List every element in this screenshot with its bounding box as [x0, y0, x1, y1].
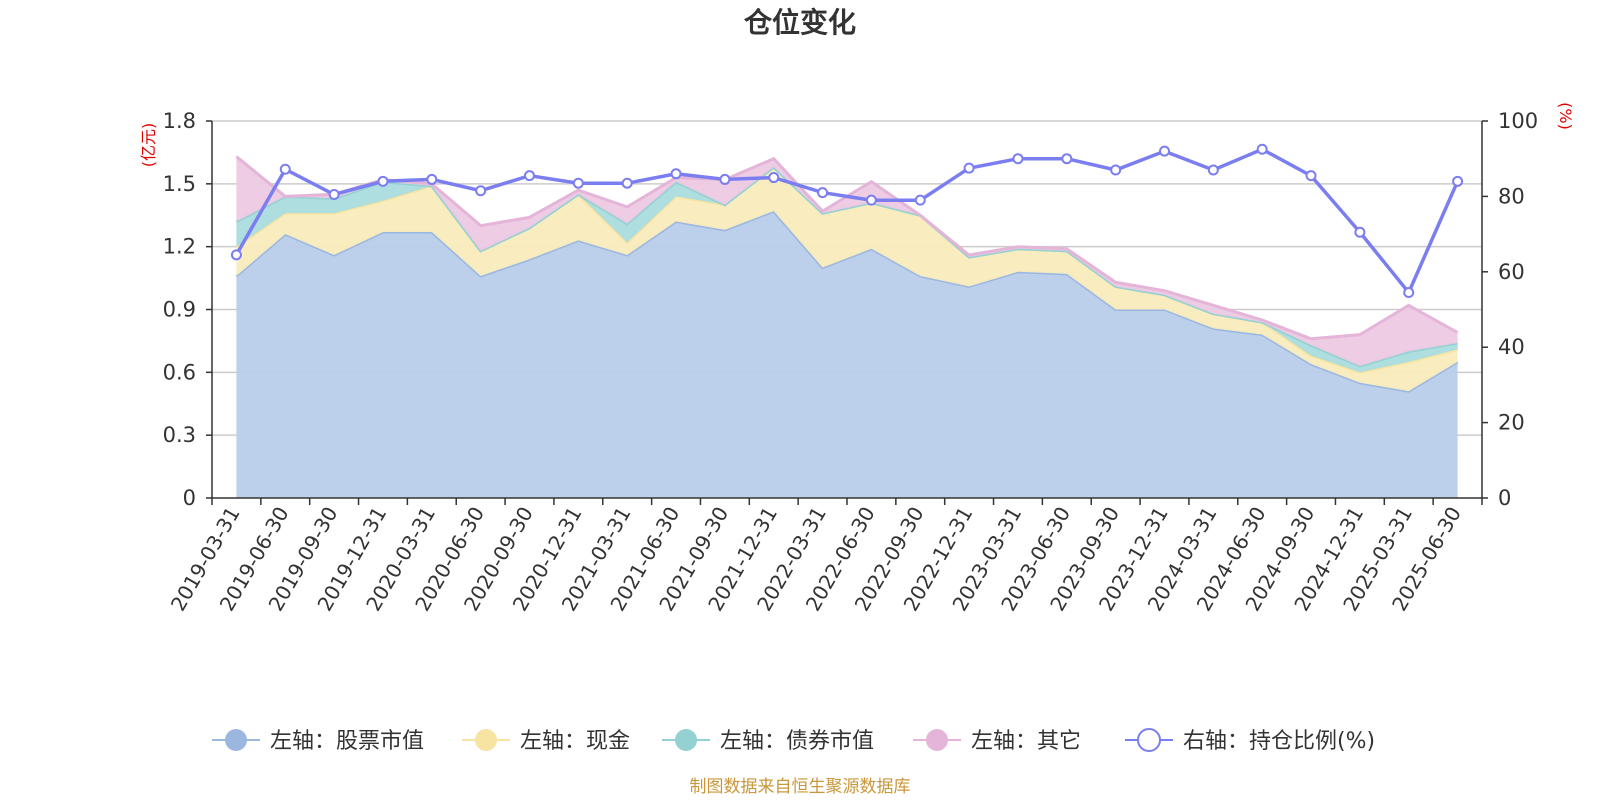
ratio-point — [1256, 143, 1268, 155]
ratio-point — [768, 172, 780, 184]
legend-marker-circle — [675, 729, 697, 751]
ratio-point — [1354, 226, 1366, 238]
ratio-point — [279, 163, 291, 175]
ratio-point — [865, 194, 877, 206]
left-axis-tick-label: 1.8 — [163, 109, 196, 133]
ratio-point — [621, 177, 633, 189]
legend-marker-circle — [926, 729, 948, 751]
ratio-point — [524, 170, 535, 182]
left-axis-tick-label: 0.3 — [163, 423, 196, 447]
ratio-point — [1305, 170, 1317, 182]
left-axis-unit: (亿元) — [139, 123, 158, 168]
ratio-point — [572, 177, 584, 189]
ratio-point — [1012, 153, 1024, 165]
right-axis-tick-label: 40 — [1498, 335, 1525, 359]
ratio-point — [914, 194, 926, 206]
left-axis-tick-label: 0 — [183, 486, 196, 510]
legend-label: 左轴：股票市值 — [270, 729, 424, 754]
legend-label: 右轴：持仓比例(%) — [1183, 729, 1375, 754]
legend-label: 左轴：现金 — [520, 729, 630, 754]
left-axis-tick-label: 1.5 — [163, 172, 196, 196]
area-series-0 — [236, 211, 1458, 498]
left-axis-tick-label: 1.2 — [163, 235, 196, 259]
area-series-1 — [236, 167, 1458, 392]
ratio-point — [817, 187, 829, 199]
legend-label: 左轴：其它 — [971, 729, 1081, 754]
legend-item[interactable]: 左轴：债券市值 — [662, 729, 874, 754]
legend-marker-circle — [1137, 728, 1161, 752]
legend-marker-circle — [225, 729, 247, 751]
right-axis-tick-label: 0 — [1498, 486, 1511, 510]
right-axis-unit: (%) — [1556, 102, 1575, 130]
ratio-point — [328, 189, 340, 201]
right-axis-tick-label: 80 — [1498, 184, 1525, 208]
stacked-areas — [235, 155, 1459, 498]
ratio-line-layer — [230, 143, 1464, 299]
ratio-point — [1403, 287, 1415, 299]
left-axis-tick-label: 0.6 — [163, 360, 196, 384]
ratio-point — [963, 162, 975, 174]
ratio-point — [1452, 175, 1464, 187]
ratio-point — [1207, 164, 1219, 176]
right-axis-tick-label: 60 — [1498, 260, 1525, 284]
ratio-point — [1159, 145, 1170, 157]
area-series-3 — [236, 156, 1458, 366]
legend-marker-circle — [475, 729, 497, 751]
legend-item[interactable]: 左轴：其它 — [913, 729, 1081, 754]
ratio-line — [234, 147, 1460, 296]
right-axis-tick-label: 100 — [1498, 109, 1538, 133]
right-axis-tick-label: 20 — [1498, 411, 1525, 435]
ratio-point — [670, 168, 682, 180]
legend-item[interactable]: 左轴：现金 — [462, 729, 630, 754]
ratio-point — [426, 173, 438, 185]
ratio-point — [475, 185, 487, 197]
ratio-point — [1110, 164, 1122, 176]
data-source-note: 制图数据来自恒生聚源数据库 — [690, 777, 911, 797]
legend-item[interactable]: 右轴：持仓比例(%) — [1125, 728, 1375, 754]
chart-title: 仓位变化 — [744, 6, 856, 39]
legend-label: 左轴：债券市值 — [720, 729, 874, 754]
ratio-point — [230, 249, 242, 261]
ratio-point — [1061, 153, 1073, 165]
ratio-point — [377, 175, 389, 187]
ratio-point — [719, 173, 731, 185]
left-axis-tick-label: 0.9 — [163, 298, 196, 322]
legend-item[interactable]: 左轴：股票市值 — [212, 729, 424, 754]
legend: 左轴：股票市值 左轴：现金 左轴：债券市值 左轴：其它 右轴：持仓比例(%) — [212, 728, 1375, 754]
